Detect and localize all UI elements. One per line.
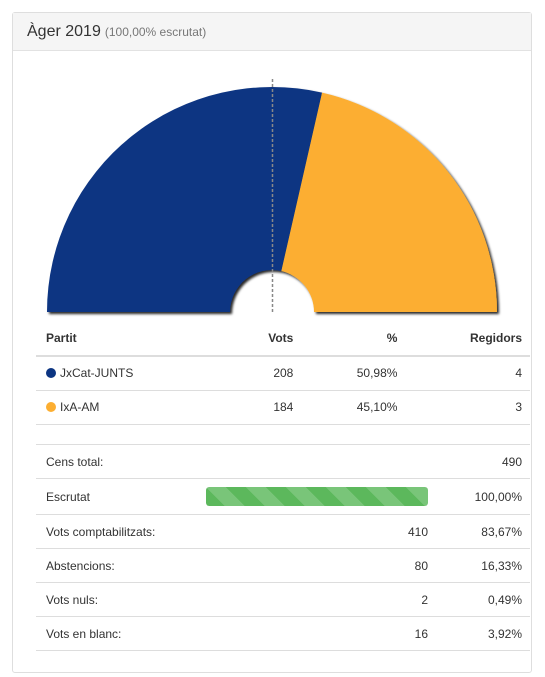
votes-cell: 184 — [189, 390, 302, 425]
summary-table: Cens total: 490 Escrutat 100,00% Vots co… — [36, 444, 530, 651]
votes-cell: 208 — [189, 356, 302, 391]
valid-votes-count: 410 — [196, 514, 436, 549]
null-votes-pct: 0,49% — [436, 582, 530, 617]
blank-votes-row: Vots en blanc: 16 3,92% — [36, 616, 530, 651]
col-header-party: Partit — [36, 320, 190, 357]
party-name: JxCat-JUNTS — [60, 366, 134, 381]
valid-votes-pct: 83,67% — [436, 514, 530, 549]
seat-slice-1 — [47, 87, 323, 312]
card-header: Àger 2019 (100,00% escrutat) — [13, 13, 531, 51]
blank-votes-pct: 3,92% — [436, 616, 530, 651]
seats-cell: 3 — [405, 390, 530, 425]
party-name: IxA-AM — [60, 400, 100, 414]
table-row: IxA-AM 184 45,10% 3 — [36, 390, 530, 425]
null-votes-count: 2 — [196, 582, 436, 617]
results-table: Partit Vots % Regidors JxCat-JUNTS 208 5… — [36, 320, 530, 425]
abstentions-label: Abstencions: — [36, 548, 196, 583]
counted-row: Escrutat 100,00% — [36, 478, 530, 515]
blank-votes-count: 16 — [196, 616, 436, 651]
abstentions-pct: 16,33% — [436, 548, 530, 583]
seat-chart — [13, 52, 531, 320]
col-header-votes: Vots — [189, 320, 302, 357]
census-row: Cens total: 490 — [36, 444, 530, 479]
counted-progress-fill — [206, 487, 428, 506]
pct-cell: 45,10% — [301, 390, 406, 425]
col-header-pct: % — [301, 320, 406, 357]
seats-cell: 4 — [405, 356, 530, 391]
table-row: JxCat-JUNTS 208 50,98% 4 — [36, 356, 530, 391]
pct-cell: 50,98% — [301, 356, 406, 391]
results-card: Àger 2019 (100,00% escrutat) Partit Vots… — [12, 12, 532, 673]
party-cell: JxCat-JUNTS — [36, 356, 190, 391]
counted-value: 100,00% — [436, 478, 530, 515]
valid-votes-row: Vots comptabilitzats: 410 83,67% — [36, 514, 530, 549]
party-cell: IxA-AM — [36, 390, 190, 425]
seat-hemicycle-chart — [47, 79, 497, 314]
party-color-dot — [46, 368, 56, 379]
counted-progress-bar — [206, 487, 428, 506]
results-header-row: Partit Vots % Regidors — [36, 320, 530, 357]
abstentions-count: 80 — [196, 548, 436, 583]
abstentions-row: Abstencions: 80 16,33% — [36, 548, 530, 583]
census-label: Cens total: — [36, 444, 196, 479]
page-subtitle: (100,00% escrutat) — [104, 24, 207, 39]
party-color-dot — [46, 402, 56, 412]
seat-slice-2 — [281, 92, 497, 312]
counted-label: Escrutat — [36, 478, 196, 515]
null-votes-row: Vots nuls: 2 0,49% — [36, 582, 530, 617]
col-header-seats: Regidors — [405, 320, 530, 357]
valid-votes-label: Vots comptabilitzats: — [36, 514, 196, 549]
blank-votes-label: Vots en blanc: — [36, 616, 196, 651]
page-title: Àger 2019 — [27, 22, 101, 40]
census-value: 490 — [436, 444, 530, 479]
null-votes-label: Vots nuls: — [36, 582, 196, 617]
